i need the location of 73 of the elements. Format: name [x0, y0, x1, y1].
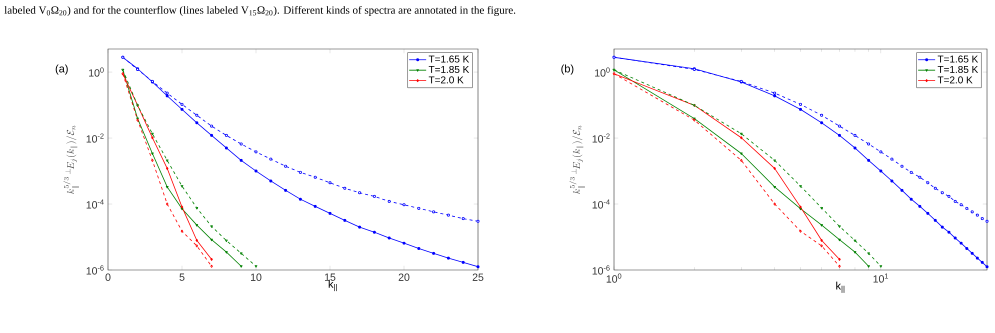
y-axis-title: $k_{\parallel}^{5/3}\,{}^{\perp}\!E_j(k_{\parallel})/\mathcal{E}_n$ — [63, 126, 79, 194]
point — [166, 92, 169, 95]
y-axis-title: $k_{\parallel}^{5/3}\,{}^{\perp}\!E_j(k_{\parallel})/\mathcal{E}_n$ — [569, 126, 585, 194]
x-tick-label: 20 — [398, 274, 410, 281]
point — [388, 200, 391, 203]
y-tick-label: 10$^{-2}$ — [86, 133, 104, 143]
x-axis-title: k$_{||}$ — [836, 282, 844, 293]
x-axis-title: k$_{||}$ — [328, 280, 337, 292]
x-tick-label: 10$^{1}$ — [874, 274, 888, 283]
y-tick-label: 10$^{-6}$ — [592, 265, 610, 275]
point — [462, 260, 465, 264]
point — [269, 179, 272, 182]
point — [328, 181, 332, 184]
point — [195, 114, 198, 117]
y-tick-label: 10$^{0}$ — [595, 67, 610, 77]
point — [269, 158, 272, 161]
point — [372, 194, 376, 198]
point — [476, 220, 480, 223]
legend-label: T=2.0 K — [428, 76, 464, 84]
legend-label: T=1.85 K — [428, 66, 470, 73]
point — [462, 217, 465, 220]
x-tick-label: 5 — [180, 274, 184, 281]
point — [343, 218, 346, 222]
x-tick-label: 10$^{0}$ — [606, 274, 622, 283]
point — [402, 242, 406, 245]
point — [314, 204, 317, 208]
y-tick-label: 10$^{-6}$ — [86, 265, 104, 275]
point — [284, 188, 288, 192]
point — [254, 150, 258, 154]
point — [210, 124, 214, 128]
x-tick-label: 10 — [250, 274, 262, 281]
point — [166, 94, 169, 98]
text: labeled V$_{0}$Ω$_{20}$) and for the counterflow (lines labeled V$_{15}$Ω$_{20}$). Different kinds of spectra are annotated in the figure. — [4, 6, 516, 16]
legend-label: T=1.65 K — [428, 56, 470, 63]
point — [432, 210, 436, 214]
point — [417, 206, 420, 210]
y-tick-label: 10$^{0}$ — [89, 67, 104, 77]
point — [298, 198, 302, 201]
point — [446, 214, 450, 217]
point — [298, 170, 302, 174]
point — [240, 142, 243, 146]
point — [402, 203, 406, 206]
point — [314, 176, 317, 179]
x-tick-label: 15 — [324, 274, 336, 281]
point — [254, 170, 258, 173]
point — [476, 265, 480, 268]
point — [446, 256, 450, 260]
point — [210, 134, 214, 137]
point — [195, 121, 198, 124]
point — [224, 134, 228, 137]
x-tick-label: 25 — [472, 274, 484, 281]
point — [284, 164, 288, 168]
y-tick-label: 10$^{-2}$ — [592, 133, 610, 143]
legend-label: T=2.0 K — [938, 76, 973, 84]
point — [358, 226, 362, 229]
text: (a) — [56, 64, 68, 75]
point — [224, 146, 228, 150]
legend-label: T=1.85 K — [938, 66, 978, 73]
point — [328, 212, 332, 215]
point — [343, 186, 346, 190]
legend-label: T=1.65 K — [938, 56, 978, 63]
x-tick-label: 0 — [105, 274, 110, 281]
point — [180, 108, 184, 111]
point — [240, 158, 243, 162]
y-tick-label: 10$^{-4}$ — [592, 199, 610, 209]
y-tick-label: 10$^{-4}$ — [86, 199, 104, 209]
point — [388, 236, 391, 240]
point — [372, 230, 376, 234]
point — [180, 102, 184, 106]
point — [417, 246, 420, 250]
point — [432, 252, 436, 255]
point — [358, 191, 362, 194]
text: (b) — [561, 64, 574, 75]
